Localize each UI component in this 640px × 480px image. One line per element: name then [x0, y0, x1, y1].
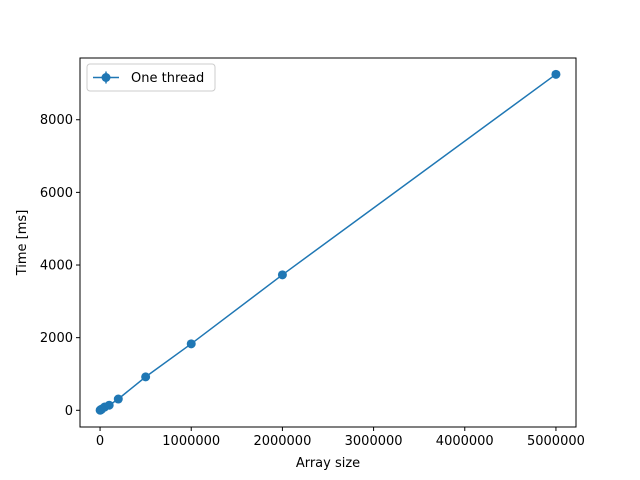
legend-marker-swatch [101, 73, 111, 82]
data-point [113, 394, 123, 404]
data-point [277, 270, 287, 280]
y-tick-label: 8000 [40, 113, 73, 128]
data-point [551, 69, 561, 79]
x-tick-label: 0 [96, 434, 104, 449]
data-point [141, 372, 151, 382]
legend: One thread [86, 63, 216, 92]
legend-box [86, 63, 216, 92]
plot-area [95, 69, 561, 415]
x-axis-label: Array size [296, 456, 360, 471]
y-tick-label: 0 [65, 404, 73, 419]
y-axis: 0 2000 4000 6000 8000 [40, 113, 80, 419]
x-tick-label: 4000000 [436, 434, 494, 449]
y-tick-label: 4000 [40, 259, 73, 274]
x-tick-label: 2000000 [253, 434, 311, 449]
legend-entry-label: One thread [131, 71, 204, 86]
x-tick-label: 1000000 [162, 434, 220, 449]
x-tick-label: 5000000 [527, 434, 585, 449]
y-tick-label: 6000 [40, 186, 73, 201]
y-tick-label: 2000 [40, 331, 73, 346]
data-point [104, 400, 114, 410]
x-axis: 0 1000000 2000000 3000000 4000000 5000000 [96, 427, 585, 449]
plot-frame [79, 57, 577, 428]
data-point [186, 339, 196, 349]
x-tick-label: 3000000 [345, 434, 403, 449]
y-axis-label: Time [ms] [15, 210, 30, 277]
